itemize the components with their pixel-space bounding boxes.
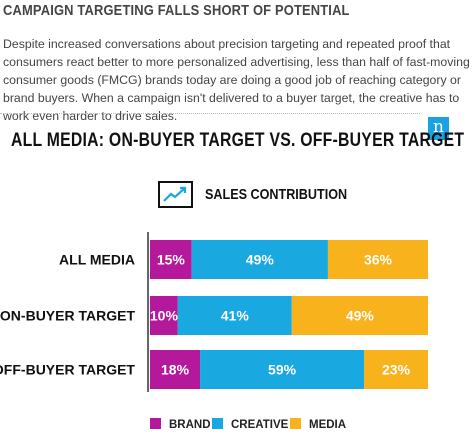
bar-segment-brand <box>150 296 178 335</box>
bar-segment-brand <box>150 240 192 279</box>
legend-label: MEDIA <box>309 419 346 431</box>
chart-subtitle: SALES CONTRIBUTION <box>205 186 348 203</box>
brand-logo: n <box>428 117 449 140</box>
category-label: ALL MEDIA <box>59 252 135 268</box>
data-label: 36% <box>364 252 393 268</box>
category-label: ON-BUYER TARGET <box>0 308 135 324</box>
category-label: OFF-BUYER TARGET <box>0 362 135 378</box>
data-label: 59% <box>268 362 297 378</box>
bar-segment-brand <box>150 350 201 389</box>
data-label: 41% <box>221 308 250 324</box>
legend-label: BRAND <box>169 419 211 431</box>
chart-title: ALL MEDIA: ON-BUYER TARGET VS. OFF-BUYER… <box>11 130 465 151</box>
data-label: 49% <box>246 252 275 268</box>
article-intro: Despite increased conversations about pr… <box>3 37 470 123</box>
legend-swatch-media <box>290 418 301 429</box>
bar-segment-creative <box>177 296 292 335</box>
bar-segment-media <box>364 350 428 389</box>
bar-segment-media <box>291 296 428 335</box>
legend-swatch-creative <box>212 418 223 429</box>
bar-segment-creative <box>191 240 328 279</box>
data-label: 23% <box>382 362 411 378</box>
trend-chart-icon <box>158 181 193 208</box>
data-label: 49% <box>346 308 375 324</box>
bar-segment-creative <box>200 350 365 389</box>
article-headline: CAMPAIGN TARGETING FALLS SHORT OF POTENT… <box>3 2 350 19</box>
data-label: 15% <box>157 252 186 268</box>
legend-swatch-brand <box>150 418 161 429</box>
section-divider <box>0 113 420 114</box>
legend-label: CREATIVE <box>231 419 289 431</box>
bar-segment-media <box>327 240 428 279</box>
data-label: 18% <box>161 362 190 378</box>
data-label: 10% <box>150 308 179 324</box>
